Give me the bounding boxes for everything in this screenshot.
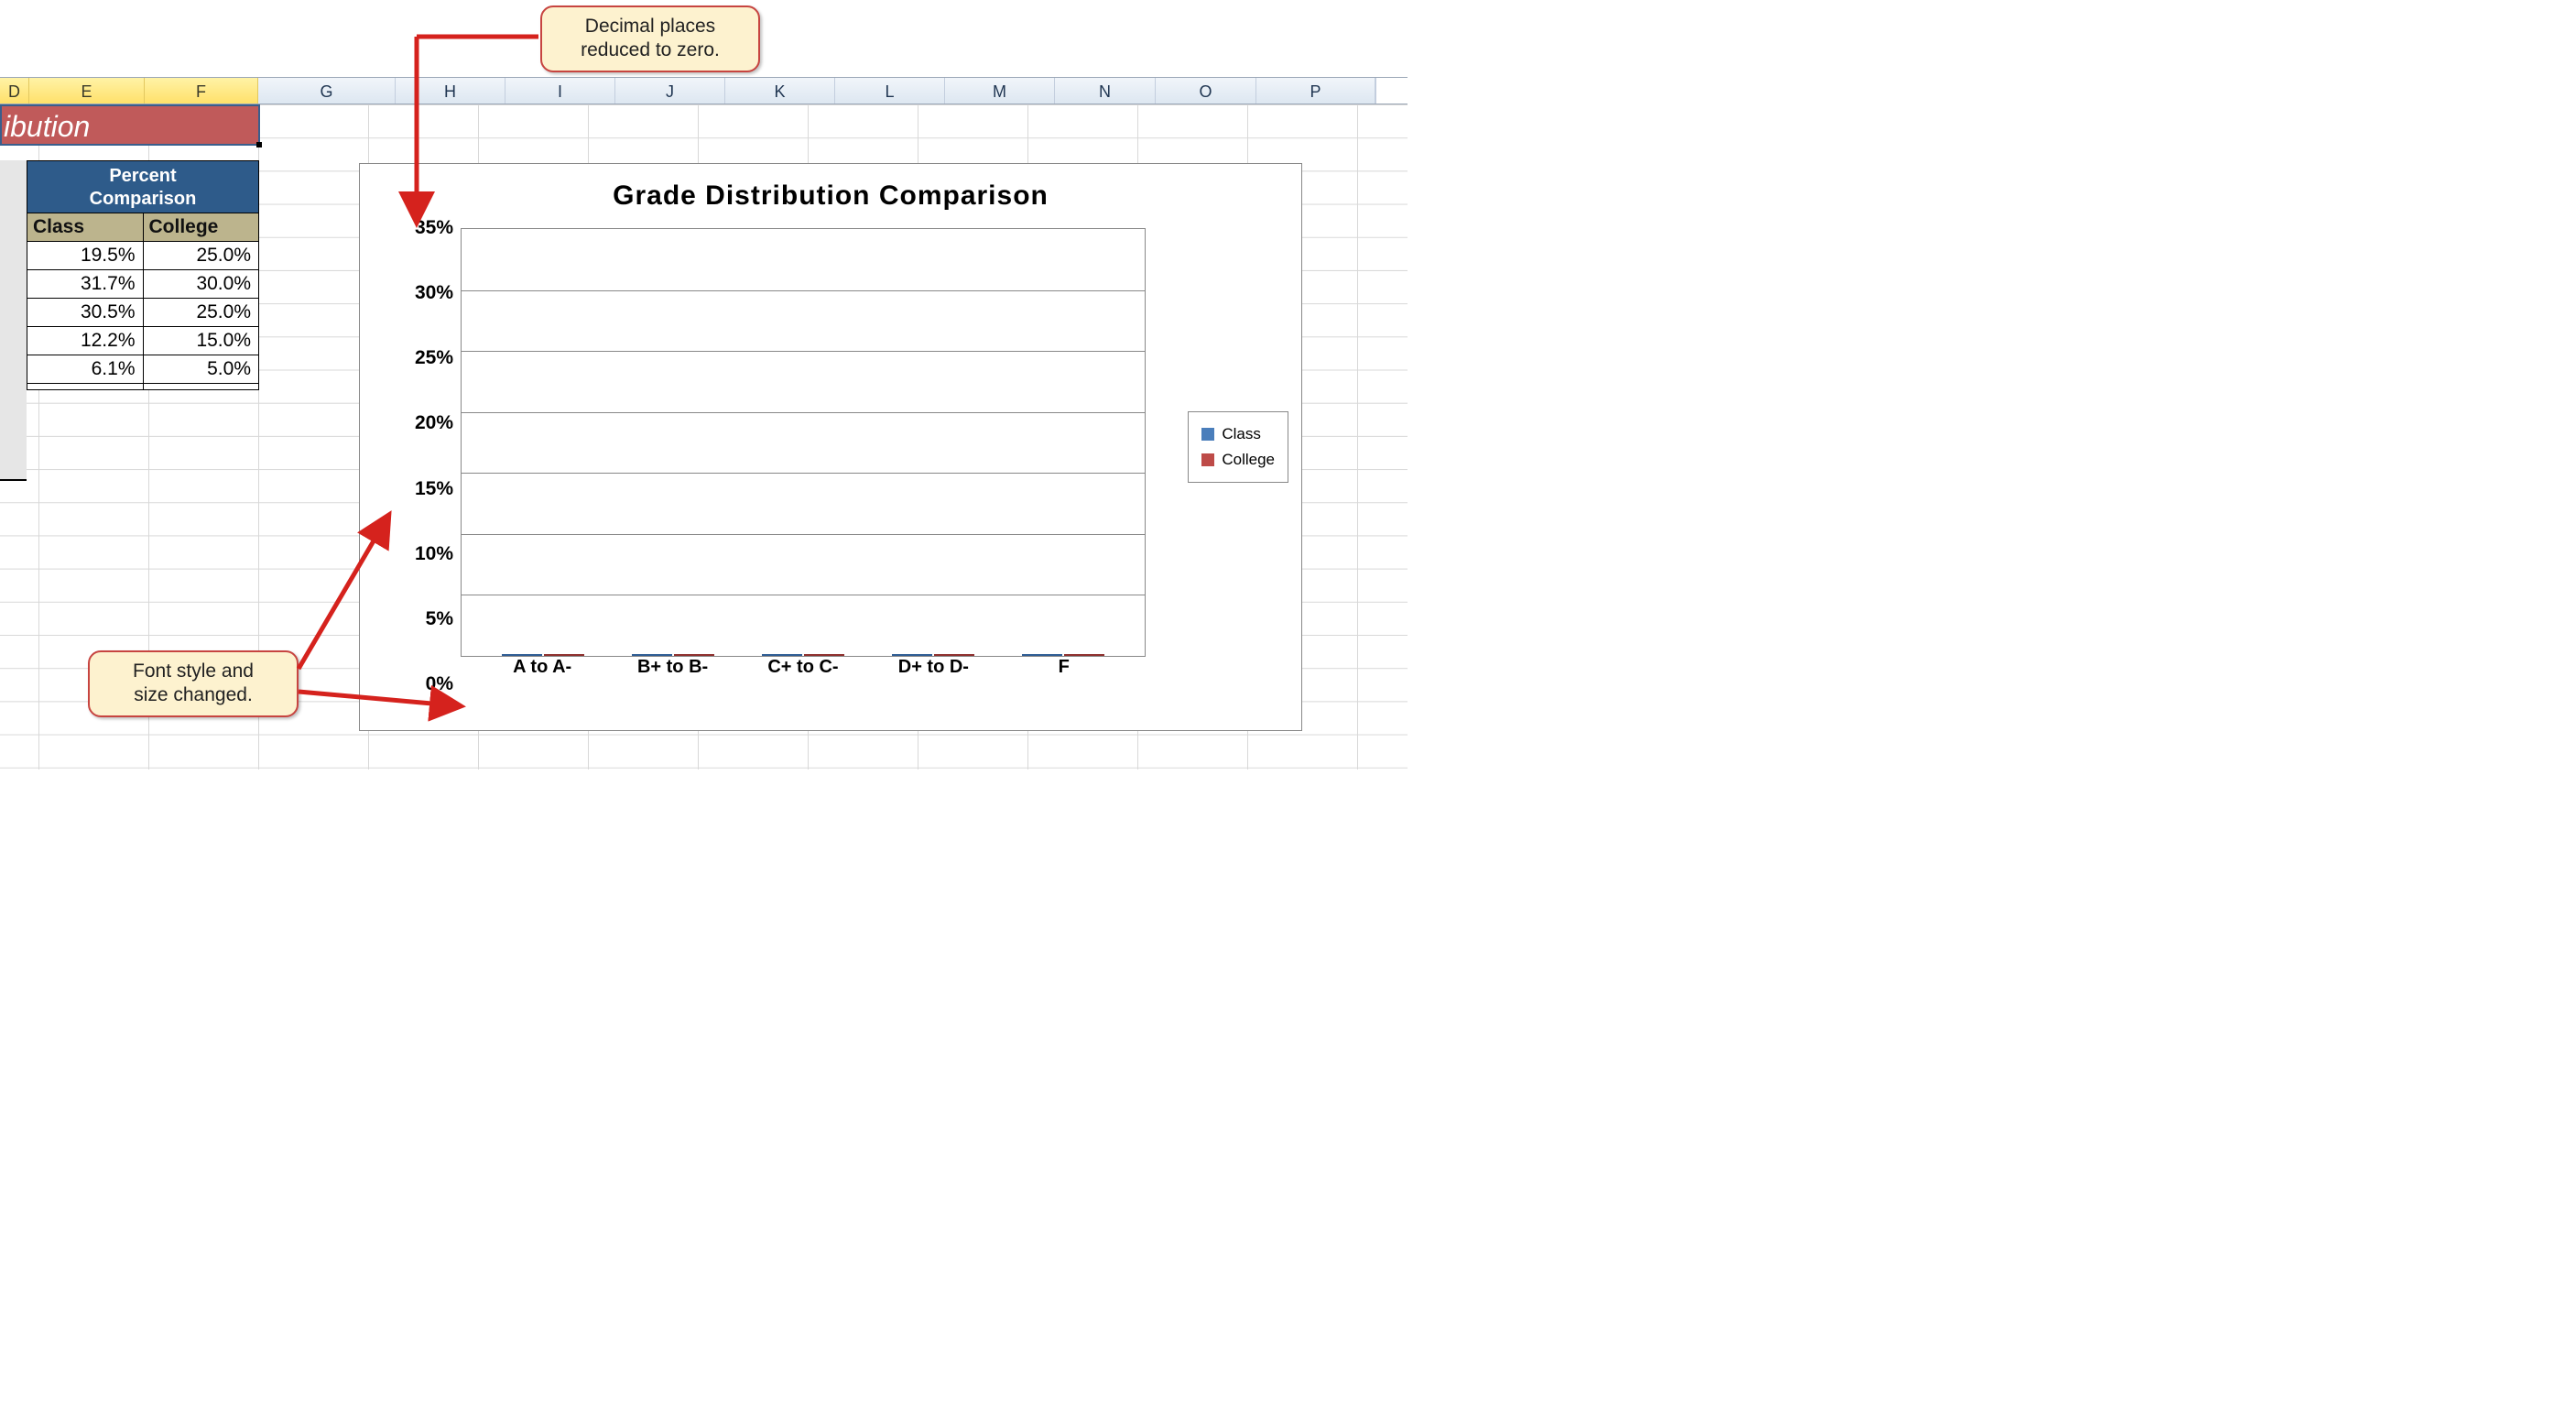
grade-distribution-chart[interactable]: Grade Distribution Comparison 35% 30% 25… — [359, 163, 1302, 731]
cell-college[interactable]: 30.0% — [144, 270, 259, 298]
bar-class[interactable] — [762, 654, 802, 656]
bar-college[interactable] — [544, 654, 584, 656]
bar-group — [623, 654, 723, 656]
callout-top-line1: Decimal places — [585, 16, 715, 37]
bar-college[interactable] — [674, 654, 714, 656]
table-header-line1: Percent — [109, 166, 176, 186]
bar-group — [493, 654, 593, 656]
ytick-20: 20% — [387, 412, 453, 434]
chart-body: 35% 30% 25% 20% 15% 10% 5% 0% A to A- B+… — [387, 228, 1146, 684]
percent-comparison-table[interactable]: Percent Comparison Class College 19.5% 2… — [27, 160, 259, 390]
xlabel: F — [1014, 657, 1114, 684]
xlabel: A to A- — [492, 657, 592, 684]
legend-label-college: College — [1222, 451, 1275, 469]
table-shadow — [0, 160, 27, 481]
ytick-30: 30% — [387, 282, 453, 304]
legend-item-class: Class — [1201, 421, 1275, 447]
legend-swatch-class — [1201, 428, 1214, 441]
column-header-row: D E F G H I J K L M N O P — [0, 77, 1408, 104]
col-header-F[interactable]: F — [145, 78, 258, 104]
table-header: Percent Comparison — [27, 161, 258, 213]
col-header-O[interactable]: O — [1156, 78, 1256, 104]
bar-class[interactable] — [892, 654, 932, 656]
cell-class[interactable]: 30.5% — [27, 299, 144, 326]
table-header-line2: Comparison — [90, 189, 197, 209]
col-header-H[interactable]: H — [396, 78, 505, 104]
bar-class[interactable] — [502, 654, 542, 656]
cell-class[interactable]: 31.7% — [27, 270, 144, 298]
bar-college[interactable] — [1064, 654, 1104, 656]
cell-class[interactable]: 12.2% — [27, 327, 144, 355]
xlabel: B+ to B- — [623, 657, 723, 684]
ytick-10: 10% — [387, 543, 453, 565]
cell-class[interactable] — [27, 384, 144, 389]
callout-bottom-line1: Font style and — [133, 660, 254, 682]
table-row[interactable]: 12.2% 15.0% — [27, 326, 258, 355]
col-header-P[interactable]: P — [1256, 78, 1375, 104]
callout-bottom-line2: size changed. — [134, 684, 253, 705]
bar-class[interactable] — [632, 654, 672, 656]
legend-label-class: Class — [1222, 425, 1261, 443]
bar-group — [753, 654, 853, 656]
chart-title: Grade Distribution Comparison — [360, 164, 1301, 215]
subhead-class: Class — [27, 213, 144, 241]
bar-group — [883, 654, 984, 656]
col-header-rest — [1375, 78, 1376, 104]
cell-college[interactable]: 5.0% — [144, 355, 259, 383]
xlabel: C+ to C- — [753, 657, 853, 684]
col-header-I[interactable]: I — [505, 78, 615, 104]
table-subheader-row: Class College — [27, 213, 258, 241]
subhead-college: College — [144, 213, 259, 241]
col-header-G[interactable]: G — [258, 78, 396, 104]
table-row[interactable]: 30.5% 25.0% — [27, 298, 258, 326]
bar-college[interactable] — [934, 654, 974, 656]
table-row[interactable] — [27, 383, 258, 389]
col-header-K[interactable]: K — [725, 78, 835, 104]
col-header-M[interactable]: M — [945, 78, 1055, 104]
callout-decimal-places: Decimal places reduced to zero. — [540, 5, 760, 72]
legend-item-college: College — [1201, 447, 1275, 473]
callout-font-style: Font style and size changed. — [88, 650, 299, 717]
ytick-0: 0% — [387, 673, 453, 695]
ytick-5: 5% — [387, 608, 453, 630]
bars-container — [462, 229, 1145, 656]
callout-top-line2: reduced to zero. — [581, 39, 720, 60]
title-cell-selected[interactable]: ibution — [0, 104, 260, 146]
ytick-15: 15% — [387, 478, 453, 500]
table-row[interactable]: 19.5% 25.0% — [27, 241, 258, 269]
chart-legend: Class College — [1188, 411, 1288, 483]
col-header-D[interactable]: D — [0, 78, 29, 104]
cell-college[interactable] — [144, 384, 259, 389]
ytick-25: 25% — [387, 347, 453, 369]
cell-class[interactable]: 6.1% — [27, 355, 144, 383]
legend-swatch-college — [1201, 453, 1214, 466]
cell-college[interactable]: 25.0% — [144, 299, 259, 326]
col-header-L[interactable]: L — [835, 78, 945, 104]
x-axis-labels: A to A- B+ to B- C+ to C- D+ to D- F — [461, 657, 1146, 684]
bar-class[interactable] — [1022, 654, 1062, 656]
table-row[interactable]: 6.1% 5.0% — [27, 355, 258, 383]
bar-college[interactable] — [804, 654, 844, 656]
table-row[interactable]: 31.7% 30.0% — [27, 269, 258, 298]
plot-area — [461, 228, 1146, 657]
col-header-E[interactable]: E — [29, 78, 145, 104]
bar-group — [1013, 654, 1114, 656]
col-header-J[interactable]: J — [615, 78, 725, 104]
cell-college[interactable]: 25.0% — [144, 242, 259, 269]
col-header-N[interactable]: N — [1055, 78, 1156, 104]
cell-college[interactable]: 15.0% — [144, 327, 259, 355]
ytick-35: 35% — [387, 217, 453, 239]
xlabel: D+ to D- — [883, 657, 984, 684]
cell-class[interactable]: 19.5% — [27, 242, 144, 269]
